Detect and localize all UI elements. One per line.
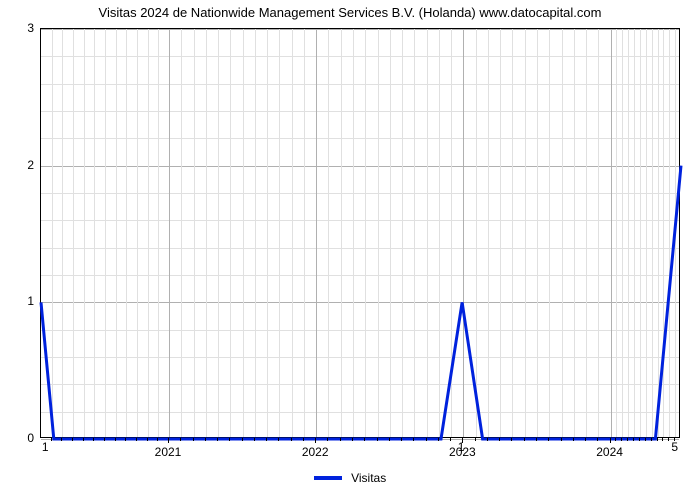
x-axis-minor-tick [303,438,304,441]
x-axis-minor-tick [487,438,488,441]
x-axis-minor-tick [499,438,500,441]
x-axis-minor-tick [327,438,328,441]
y-axis-tick-label: 2 [27,158,34,172]
x-axis-minor-tick [615,438,616,441]
x-axis-minor-tick [229,438,230,441]
x-axis-minor-tick [51,438,52,441]
x-axis-minor-tick [278,438,279,441]
x-axis-minor-tick [401,438,402,441]
x-axis-minor-tick [266,438,267,441]
x-axis-minor-tick [633,438,634,441]
legend: Visitas [0,470,700,485]
x-axis-minor-tick [377,438,378,441]
x-axis-minor-tick [83,438,84,441]
x-axis-minor-tick [450,438,451,441]
x-axis-major-tick [610,438,611,443]
x-axis-tick-label: 2024 [596,445,623,459]
x-axis-major-tick [168,438,169,443]
x-axis-minor-tick [352,438,353,441]
x-axis-minor-tick [657,438,658,441]
x-axis-minor-tick [193,438,194,441]
x-axis-minor-tick [438,438,439,441]
x-axis-minor-tick [548,438,549,441]
x-axis-minor-tick [125,438,126,441]
x-axis-minor-tick [645,438,646,441]
x-axis-minor-tick [621,438,622,441]
x-axis-minor-tick [597,438,598,441]
x-axis-minor-tick [627,438,628,441]
x-axis-minor-tick [561,438,562,441]
x-axis-minor-tick [136,438,137,441]
x-axis-major-tick [315,438,316,443]
x-axis-minor-tick [668,438,669,441]
plot-area [40,28,680,438]
x-axis-minor-tick [662,438,663,441]
x-axis-minor-tick [536,438,537,441]
x-axis-minor-tick [651,438,652,441]
x-axis-minor-tick [93,438,94,441]
x-axis-minor-tick [573,438,574,441]
y-axis-tick-label: 1 [27,294,34,308]
data-point-label: 5 [671,440,678,454]
x-axis-minor-tick [115,438,116,441]
x-axis-minor-tick [217,438,218,441]
x-axis-minor-tick [147,438,148,441]
x-axis-minor-tick [291,438,292,441]
x-axis-minor-tick [104,438,105,441]
x-axis-minor-tick [254,438,255,441]
x-axis-minor-tick [524,438,525,441]
x-axis-minor-tick [72,438,73,441]
x-axis-minor-tick [585,438,586,441]
x-axis-minor-tick [426,438,427,441]
x-axis-minor-tick [340,438,341,441]
data-point-label: 1 [42,440,49,454]
chart-title-text: Visitas 2024 de Nationwide Management Se… [99,5,602,20]
x-axis-minor-tick [180,438,181,441]
y-axis-tick-label: 3 [27,21,34,35]
legend-swatch [314,476,342,480]
chart-title: Visitas 2024 de Nationwide Management Se… [0,4,700,22]
x-axis-minor-tick [639,438,640,441]
series-line [41,29,681,439]
x-axis-minor-tick [413,438,414,441]
x-axis-tick-label: 2022 [302,445,329,459]
x-axis-minor-tick [205,438,206,441]
x-axis-minor-tick [389,438,390,441]
legend-label: Visitas [351,471,386,485]
x-axis-minor-tick [61,438,62,441]
x-axis-minor-tick [475,438,476,441]
data-point-label: 1 [458,440,465,454]
x-axis-tick-label: 2021 [155,445,182,459]
y-axis-tick-label: 0 [27,431,34,445]
x-axis-minor-tick [364,438,365,441]
x-axis-minor-tick [157,438,158,441]
chart-container: Visitas 2024 de Nationwide Management Se… [0,0,700,500]
x-axis-minor-tick [242,438,243,441]
x-axis-minor-tick [511,438,512,441]
